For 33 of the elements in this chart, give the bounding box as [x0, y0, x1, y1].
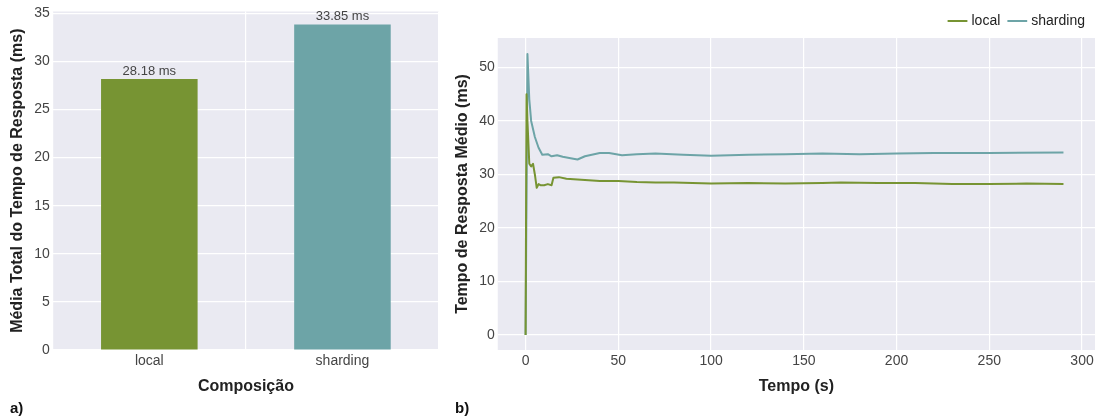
- y-tick-label: 10: [34, 244, 50, 261]
- y-tick-label: 0: [486, 325, 495, 342]
- x-tick-label: 200: [884, 352, 909, 369]
- data-label: 28.18 ms: [122, 63, 177, 79]
- y-tick-label: 30: [479, 165, 495, 182]
- data-label: 33.85 ms: [315, 8, 370, 24]
- x-axis-title: Tempo (s): [758, 376, 835, 394]
- y-axis-title: Média Total do Tempo de Resposta (ms): [8, 28, 26, 333]
- y-tick-label: 30: [34, 52, 50, 69]
- x-tick-label: local: [134, 352, 164, 369]
- legend-label: local: [971, 11, 1001, 28]
- x-tick-label: 50: [610, 352, 627, 369]
- y-tick-label: 10: [479, 272, 495, 289]
- text: a): [10, 398, 24, 416]
- y-tick-label: 35: [34, 4, 50, 21]
- y-tick-label: 15: [34, 196, 50, 213]
- y-axis-title: Tempo de Resposta Médio (ms): [453, 74, 471, 314]
- x-tick-label: 300: [1070, 352, 1094, 369]
- y-tick-label: 40: [479, 111, 495, 128]
- y-tick-label: 20: [34, 148, 50, 165]
- y-tick-label: 25: [34, 100, 50, 117]
- x-tick-label: 150: [792, 352, 816, 369]
- text: b): [455, 398, 470, 416]
- x-axis-title: Composição: [197, 376, 295, 394]
- x-tick-label: 0: [521, 352, 530, 369]
- x-tick-label: 250: [977, 352, 1002, 369]
- legend-label: sharding: [1031, 11, 1085, 28]
- y-tick-label: 5: [41, 292, 50, 309]
- x-tick-label: 100: [699, 352, 723, 369]
- y-tick-label: 0: [41, 340, 50, 357]
- y-tick-label: 20: [479, 218, 495, 235]
- x-tick-label: sharding: [315, 352, 370, 369]
- y-tick-label: 50: [479, 58, 495, 75]
